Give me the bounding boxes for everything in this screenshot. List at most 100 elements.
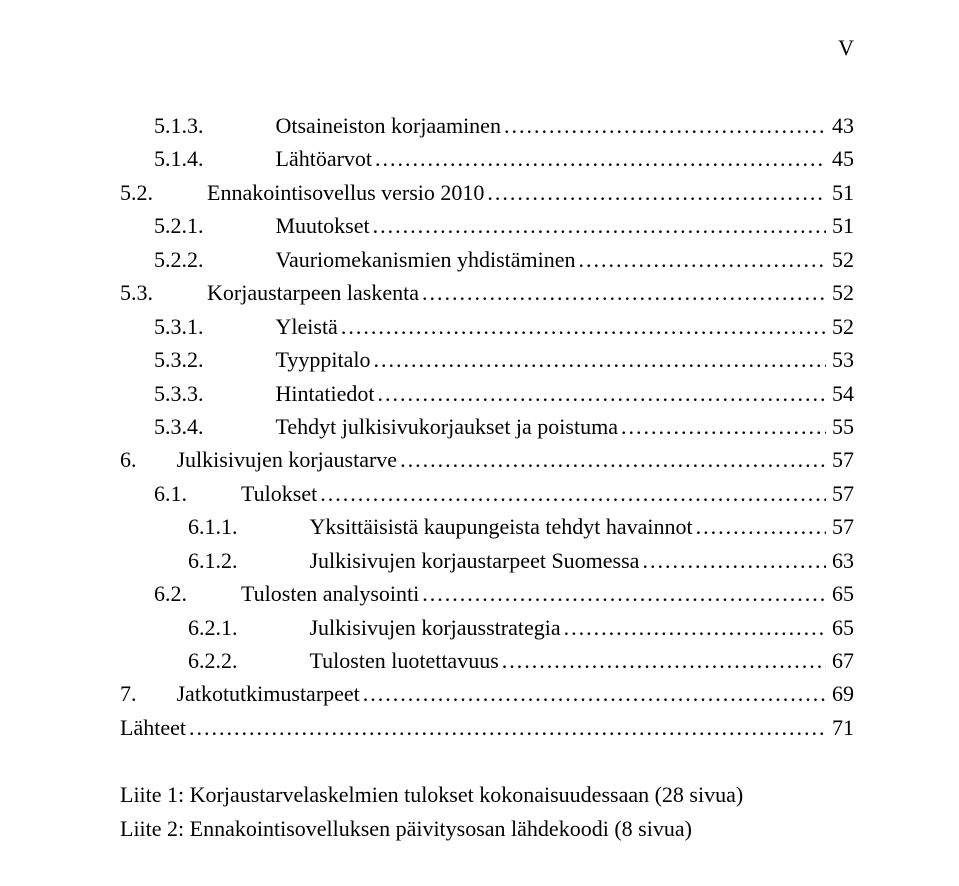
toc-entry: 6.1.2.Julkisivujen korjaustarpeet Suomes…	[120, 544, 854, 577]
toc-entry-page: 51	[826, 209, 854, 242]
toc-entry-title: Tulosten analysointi	[241, 577, 419, 610]
toc-entry-page: 63	[826, 544, 854, 577]
document-page: V 5.1.3.Otsaineiston korjaaminen435.1.4.…	[0, 0, 959, 886]
toc-entry-page: 69	[826, 677, 854, 710]
toc-leader-dots	[419, 577, 826, 610]
toc-entry: 7.Jatkotutkimustarpeet 69	[120, 677, 854, 710]
toc-entry-page: 55	[826, 410, 854, 443]
toc-entry-number: 5.3.	[120, 276, 207, 309]
toc-entry-title: Lähtöarvot	[276, 142, 373, 175]
toc-entry: 5.2.2.Vauriomekanismien yhdistäminen 52	[120, 243, 854, 276]
toc-entry: 6.2.Tulosten analysointi 65	[120, 577, 854, 610]
toc-entry-number: 7.	[120, 677, 177, 710]
appendix-line: Liite 2: Ennakointisovelluksen päivityso…	[120, 812, 854, 845]
toc-leader-dots	[419, 276, 826, 309]
toc-entry-number: 6.2.	[154, 577, 241, 610]
toc-leader-dots	[693, 510, 826, 543]
toc-entry-title: Tyyppitalo	[276, 343, 371, 376]
toc-leader-dots	[317, 477, 826, 510]
toc-leader-dots	[338, 310, 826, 343]
toc-entry: 6.2.2.Tulosten luotettavuus 67	[120, 644, 854, 677]
toc-entry-number: 5.2.	[120, 176, 207, 209]
toc-entry-number: 5.3.4.	[154, 410, 276, 443]
toc-entry-page: 53	[826, 343, 854, 376]
toc-entry: 5.1.4.Lähtöarvot 45	[120, 142, 854, 175]
toc-leader-dots	[561, 611, 826, 644]
toc-entry-page: 57	[826, 477, 854, 510]
toc-entry-title: Julkisivujen korjausstrategia	[310, 611, 561, 644]
toc-entry-page: 57	[826, 443, 854, 476]
appendix-line: Liite 1: Korjaustarvelaskelmien tulokset…	[120, 778, 854, 811]
toc-entry-title: Hintatiedot	[276, 377, 375, 410]
toc-entry-page: 52	[826, 243, 854, 276]
toc-entry: 5.2.Ennakointisovellus versio 2010 51	[120, 176, 854, 209]
toc-entry-page: 57	[826, 510, 854, 543]
toc-entry-number: 5.2.1.	[154, 209, 276, 242]
page-number-label: V	[838, 35, 854, 61]
toc-entry-page: 65	[826, 611, 854, 644]
toc-leader-dots	[639, 544, 826, 577]
toc-leader-dots	[501, 109, 826, 142]
toc-entry-number: 6.1.2.	[188, 544, 310, 577]
toc-entry-title: Jatkotutkimustarpeet	[177, 677, 360, 710]
toc-entry-title: Tehdyt julkisivukorjaukset ja poistuma	[276, 410, 618, 443]
toc-leader-dots	[499, 644, 826, 677]
toc-leader-dots	[360, 677, 826, 710]
toc-entry-number: 6.1.	[154, 477, 241, 510]
appendix-list: Liite 1: Korjaustarvelaskelmien tulokset…	[120, 778, 854, 845]
toc-entry-page: 43	[826, 109, 854, 142]
toc-entry: 6.2.1.Julkisivujen korjausstrategia 65	[120, 611, 854, 644]
toc-entry-page: 52	[826, 310, 854, 343]
toc-entry-title: Lähteet	[120, 711, 186, 744]
toc-entry-number: 5.1.3.	[154, 109, 276, 142]
toc-entry-page: 65	[826, 577, 854, 610]
toc-entry-title: Yleistä	[276, 310, 338, 343]
toc-entry-page: 54	[826, 377, 854, 410]
toc-leader-dots	[371, 343, 826, 376]
toc-entry-title: Tulokset	[241, 477, 317, 510]
toc-entry-number: 5.1.4.	[154, 142, 276, 175]
toc-entry-title: Otsaineiston korjaaminen	[276, 109, 501, 142]
toc-entry-number: 6.	[120, 443, 177, 476]
toc-entry-title: Vauriomekanismien yhdistäminen	[276, 243, 576, 276]
toc-leader-dots	[370, 209, 826, 242]
toc-leader-dots	[186, 711, 826, 744]
toc-entry-number: 6.2.2.	[188, 644, 310, 677]
toc-entry: 5.3.Korjaustarpeen laskenta 52	[120, 276, 854, 309]
toc-leader-dots	[576, 243, 827, 276]
toc-leader-dots	[484, 176, 826, 209]
toc-entry: 6.1.1.Yksittäisistä kaupungeista tehdyt …	[120, 510, 854, 543]
toc-entry-page: 45	[826, 142, 854, 175]
toc-entry-title: Ennakointisovellus versio 2010	[207, 176, 484, 209]
toc-leader-dots	[372, 142, 826, 175]
toc-entry-page: 52	[826, 276, 854, 309]
toc-leader-dots	[374, 377, 826, 410]
toc-entry: 6.1.Tulokset 57	[120, 477, 854, 510]
toc-entry-number: 6.1.1.	[188, 510, 310, 543]
toc-entry-number: 5.3.1.	[154, 310, 276, 343]
toc-entry-title: Julkisivujen korjaustarve	[177, 443, 398, 476]
toc-entry-title: Muutokset	[276, 209, 370, 242]
toc-entry: 5.2.1.Muutokset 51	[120, 209, 854, 242]
toc-leader-dots	[618, 410, 826, 443]
toc-entry-title: Tulosten luotettavuus	[310, 644, 499, 677]
toc-entry-page: 67	[826, 644, 854, 677]
toc-entry-page: 51	[826, 176, 854, 209]
toc-entry: 5.1.3.Otsaineiston korjaaminen 43	[120, 109, 854, 142]
toc-entry: 5.3.4.Tehdyt julkisivukorjaukset ja pois…	[120, 410, 854, 443]
toc-entry-title: Yksittäisistä kaupungeista tehdyt havain…	[310, 510, 693, 543]
toc-entry-number: 5.3.3.	[154, 377, 276, 410]
toc-entry-number: 5.3.2.	[154, 343, 276, 376]
toc-entry: 6.Julkisivujen korjaustarve 57	[120, 443, 854, 476]
toc-entry-page: 71	[826, 711, 854, 744]
toc-entry-number: 6.2.1.	[188, 611, 310, 644]
toc-entry-number: 5.2.2.	[154, 243, 276, 276]
toc-leader-dots	[397, 443, 826, 476]
toc-entry: Lähteet 71	[120, 711, 854, 744]
toc-entry: 5.3.2.Tyyppitalo 53	[120, 343, 854, 376]
toc-entry: 5.3.1.Yleistä 52	[120, 310, 854, 343]
toc-entry-title: Julkisivujen korjaustarpeet Suomessa	[310, 544, 640, 577]
table-of-contents: 5.1.3.Otsaineiston korjaaminen435.1.4.Lä…	[120, 109, 854, 744]
toc-entry: 5.3.3.Hintatiedot 54	[120, 377, 854, 410]
toc-entry-title: Korjaustarpeen laskenta	[207, 276, 419, 309]
